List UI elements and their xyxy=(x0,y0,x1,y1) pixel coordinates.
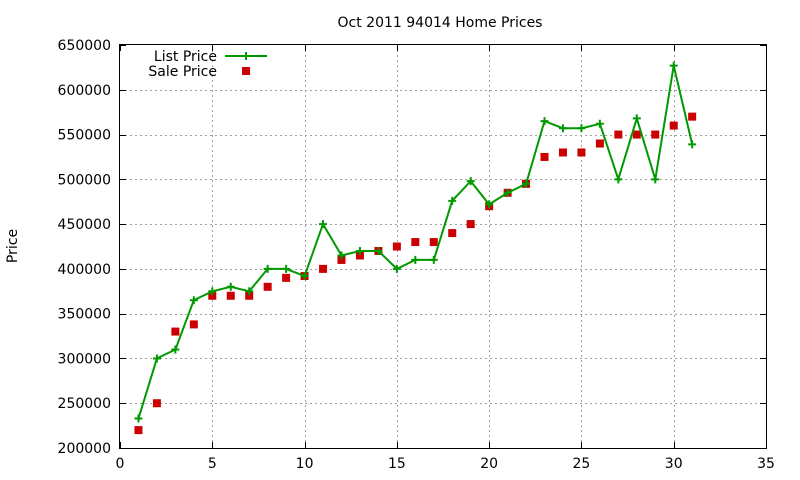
y-tick-label: 550000 xyxy=(58,128,111,144)
x-tick-label: 35 xyxy=(757,456,775,472)
list-price-point xyxy=(355,246,364,255)
sale-price-point xyxy=(208,291,217,300)
legend-label-list-price: List Price xyxy=(154,49,217,65)
list-price-point xyxy=(189,296,198,305)
list-price-point xyxy=(448,196,457,205)
ticks: 0 5 10 15 20 25 30 35 200000 250000 300000 350000 40… xyxy=(58,38,775,472)
list-price-point xyxy=(522,179,531,188)
list-price-point xyxy=(374,246,383,255)
list-price-point xyxy=(503,188,512,197)
sale-price-point xyxy=(466,220,475,229)
sale-price-point xyxy=(632,130,641,139)
list-price-point xyxy=(392,264,401,273)
sale-price-point xyxy=(226,291,235,300)
sale-price-point xyxy=(651,130,660,139)
list-price-point xyxy=(411,255,420,264)
list-price-point xyxy=(558,124,567,133)
y-tick-label: 450000 xyxy=(58,217,111,233)
sale-price-point xyxy=(669,121,678,130)
grid xyxy=(120,45,766,448)
list-price-point xyxy=(319,220,328,229)
sale-price-point xyxy=(392,242,401,251)
list-price-point xyxy=(614,175,623,184)
list-price-point xyxy=(540,117,549,126)
list-price-point xyxy=(429,255,438,264)
sale-price-point xyxy=(614,130,623,139)
sale-price-point xyxy=(171,327,180,336)
legend-marker-list-price xyxy=(242,52,250,60)
list-price-point xyxy=(651,175,660,184)
list-price-point xyxy=(632,114,641,123)
sale-price-point xyxy=(540,152,549,161)
sale-price-point xyxy=(337,255,346,264)
sale-price-point xyxy=(448,229,457,238)
list-price-point xyxy=(226,282,235,291)
y-tick-label: 350000 xyxy=(58,307,111,323)
list-price-point xyxy=(208,287,217,296)
y-tick-label: 600000 xyxy=(58,83,111,99)
sale-price-point xyxy=(263,282,272,291)
list-price-point xyxy=(300,272,309,281)
sale-price-point xyxy=(411,238,420,247)
list-price-point xyxy=(282,264,291,273)
list-price-point xyxy=(688,140,697,149)
sale-price-point xyxy=(558,148,567,157)
y-tick-label: 300000 xyxy=(58,351,111,367)
list-price-point xyxy=(595,119,604,128)
y-tick-label: 500000 xyxy=(58,172,111,188)
sale-price-point xyxy=(152,399,161,408)
chart-title: Oct 2011 94014 Home Prices xyxy=(338,15,543,31)
list-price-point xyxy=(337,251,346,260)
sale-price-point xyxy=(245,291,254,300)
plot-area-border xyxy=(119,44,767,449)
sale-price-point xyxy=(355,251,364,260)
sale-price-point xyxy=(282,273,291,282)
y-tick-label: 650000 xyxy=(58,38,111,54)
sale-price-point xyxy=(429,238,438,247)
sale-price-point xyxy=(189,320,198,329)
x-tick-label: 0 xyxy=(116,456,125,472)
list-price-point xyxy=(245,287,254,296)
x-tick-label: 5 xyxy=(208,456,217,472)
y-tick-label: 400000 xyxy=(58,262,111,278)
list-price-point xyxy=(466,177,475,186)
y-tick-label: 200000 xyxy=(58,441,111,457)
list-price-point xyxy=(134,414,143,423)
x-tick-label: 20 xyxy=(480,456,498,472)
sale-price-point xyxy=(319,264,328,273)
series-layer xyxy=(134,61,697,435)
legend-label-sale-price: Sale Price xyxy=(148,64,217,80)
list-price-point xyxy=(171,345,180,354)
x-tick-label: 15 xyxy=(388,456,406,472)
y-axis-label: Price xyxy=(5,229,21,263)
x-tick-label: 25 xyxy=(573,456,591,472)
list-price-point xyxy=(485,200,494,209)
sale-price-point xyxy=(688,112,697,121)
x-tick-label: 10 xyxy=(296,456,314,472)
list-price-point xyxy=(669,61,678,70)
legend: List Price Sale Price xyxy=(148,49,267,80)
x-tick-label: 30 xyxy=(665,456,683,472)
list-price-point xyxy=(263,264,272,273)
y-tick-label: 250000 xyxy=(58,396,111,412)
sale-price-point xyxy=(134,426,143,435)
list-price-point xyxy=(152,354,161,363)
legend-swatch-sale-price xyxy=(242,67,250,75)
list-price-point xyxy=(577,124,586,133)
sale-price-point xyxy=(577,148,586,157)
sale-price-point xyxy=(595,139,604,148)
